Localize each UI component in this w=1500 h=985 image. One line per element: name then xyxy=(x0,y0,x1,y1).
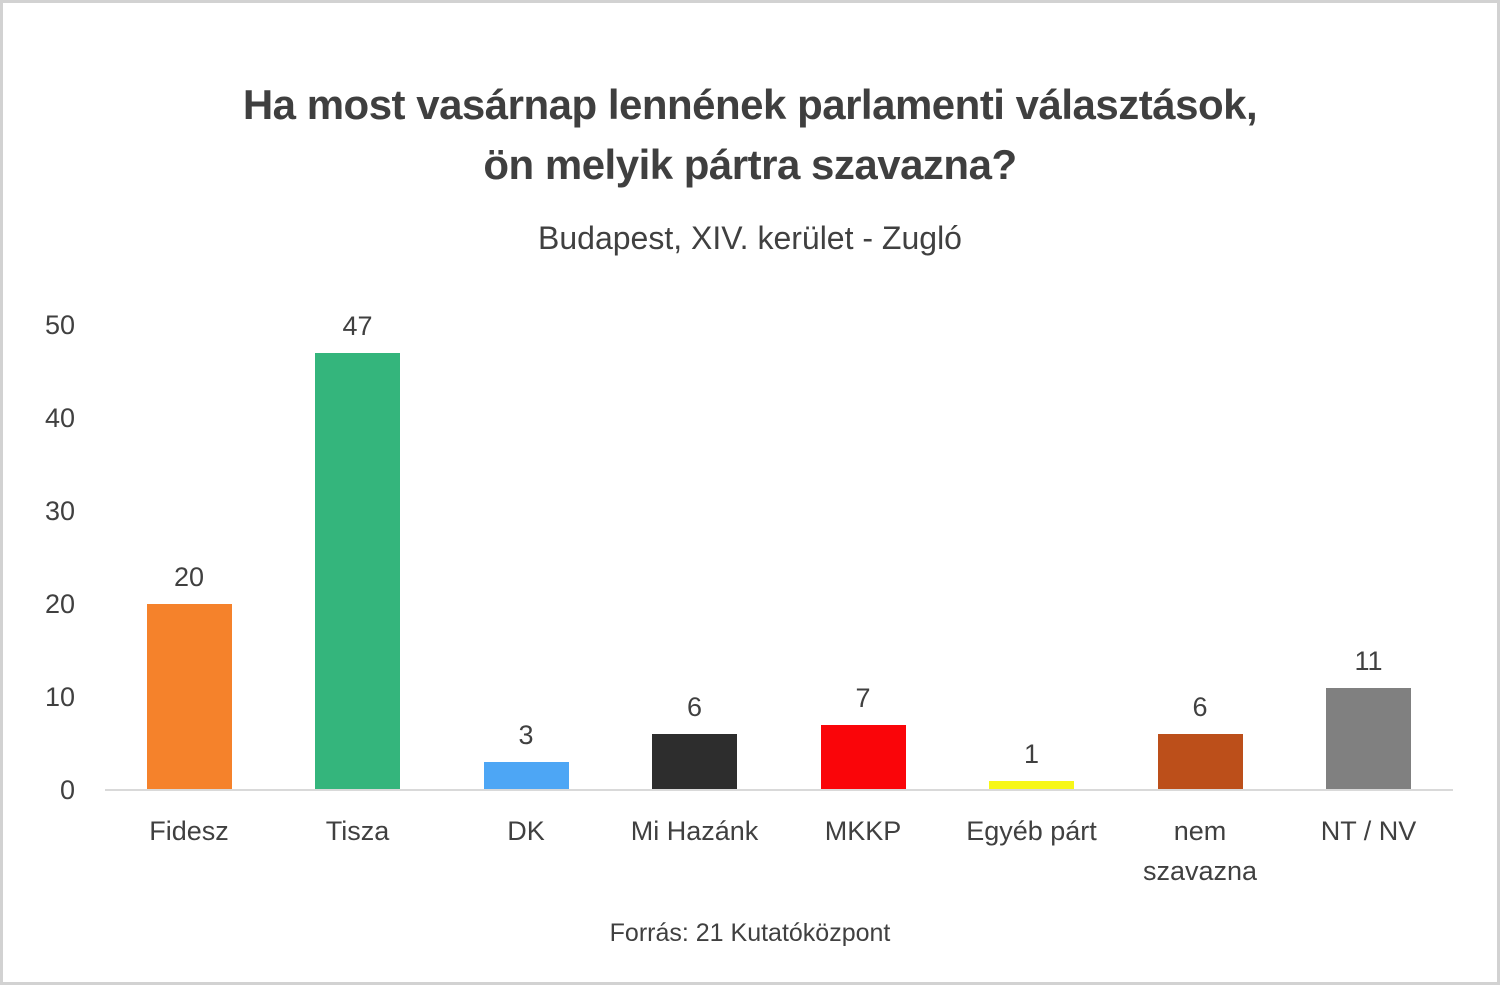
bar-nem-szavazna xyxy=(1157,734,1243,790)
chart-title-line2: ön melyik pártra szavazna? xyxy=(483,141,1017,188)
bar-value-label-mkkp: 7 xyxy=(855,682,871,713)
source-note: Forrás: 21 Kutatóközpont xyxy=(609,919,891,947)
x-category-label-line: Mi Hazánk xyxy=(630,816,759,846)
x-category-label-nt-nv: NT / NV xyxy=(1285,811,1453,851)
x-axis-line xyxy=(105,789,1453,791)
x-category-label-line: Tisza xyxy=(325,816,390,846)
bar-value-label-dk: 3 xyxy=(518,720,534,751)
bar-dk xyxy=(483,762,569,790)
x-category-label-egy-b-p-rt: Egyéb párt xyxy=(948,811,1116,851)
bar-value-label-tisza: 47 xyxy=(342,310,373,341)
bar-tisza xyxy=(315,352,400,790)
x-category-label-line: nem xyxy=(1173,816,1227,846)
chart-subtitle: Budapest, XIV. kerület - Zugló xyxy=(538,220,962,256)
x-category-label-tisza: Tisza xyxy=(274,811,442,851)
y-tick-label-20: 20 xyxy=(44,589,75,619)
bar-mi-haz-nk xyxy=(652,734,737,790)
y-tick-label-50: 50 xyxy=(44,310,75,340)
bar-value-label-fidesz: 20 xyxy=(173,562,205,592)
bar-value-label-nem-szavazna: 6 xyxy=(1192,692,1208,723)
y-tick-label-40: 40 xyxy=(44,403,75,433)
x-category-label-nem-szavazna: nem szavazna xyxy=(1116,811,1284,891)
x-category-label-dk: DK xyxy=(442,811,610,851)
x-category-label-line: Fidesz xyxy=(149,816,229,846)
x-category-label-line: szavazna xyxy=(1142,856,1258,886)
x-category-label-fidesz: Fidesz xyxy=(105,811,273,851)
y-tick-label-30: 30 xyxy=(44,496,75,526)
chart-title-line1: Ha most vasárnap lennének parlamenti vál… xyxy=(242,81,1258,128)
chart-title: Ha most vasárnap lennének parlamenti vál… xyxy=(3,75,1497,195)
bar-value-label-egy-b-p-rt: 1 xyxy=(1023,738,1040,769)
x-category-label-line: DK xyxy=(507,816,545,846)
bar-fidesz xyxy=(146,604,232,790)
y-tick-label-10: 10 xyxy=(44,682,75,712)
x-category-label-line: MKKP xyxy=(824,816,902,846)
x-category-label-mkkp: MKKP xyxy=(779,811,947,851)
plot-area: 0 10 20 30 40 50 20 47 3 6 7 1 6 11 Fidesz Tisza DK Mi … xyxy=(3,3,1497,982)
bar-nt-nv xyxy=(1326,687,1411,790)
x-category-label-line: NT / NV xyxy=(1320,816,1417,846)
bar-value-label-nt-nv: 11 xyxy=(1354,645,1383,676)
y-tick-label-0: 0 xyxy=(59,775,75,805)
x-category-label-line: Egyéb párt xyxy=(966,816,1097,846)
bar-egy-b-p-rt xyxy=(989,780,1074,790)
x-category-label-mi-haz-nk: Mi Hazánk xyxy=(611,811,779,851)
bar-value-label-mi-haz-nk: 6 xyxy=(686,692,703,723)
bar-mkkp xyxy=(820,724,906,790)
